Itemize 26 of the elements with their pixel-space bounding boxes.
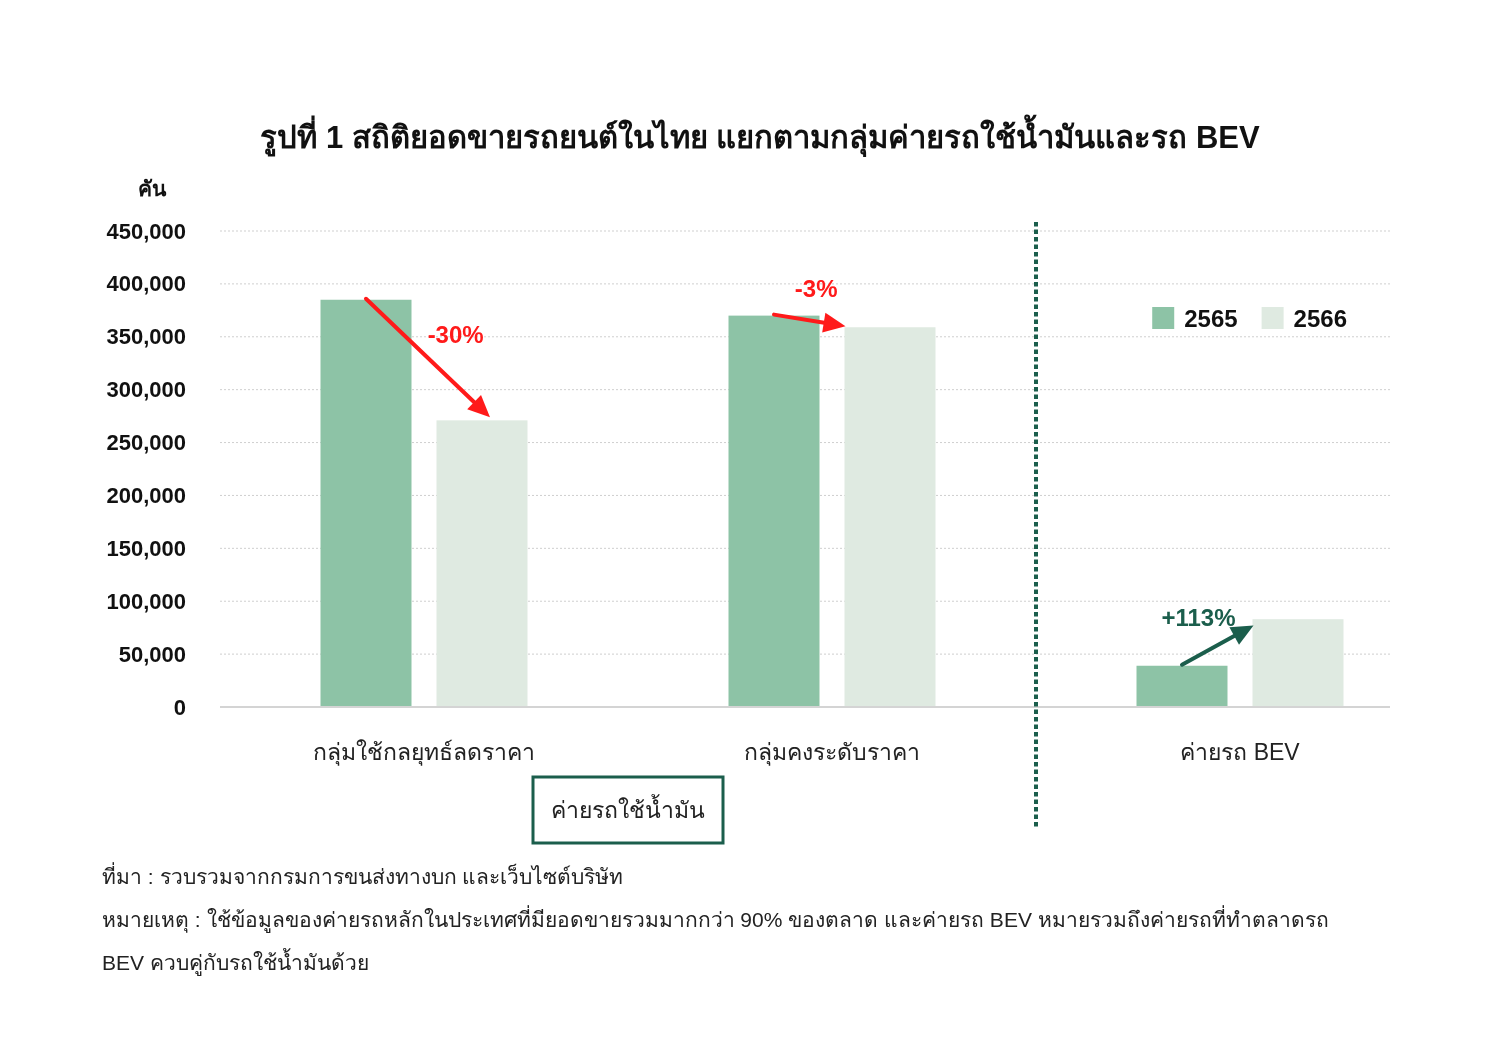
text: ที่มา : รวบรวมจากกรมการขนส่งทางบก และเว็บไซต์บริษัท xyxy=(102,861,624,888)
chart-title: รูปที่ 1 สถิติยอดขายรถยนต์ในไทย แยกตามกลุ่มค่ายรถใช้น้ำมันและรถ BEV xyxy=(260,113,1261,157)
y-tick-label: 400,000 xyxy=(106,271,186,297)
y-tick-label: 50,000 xyxy=(118,641,186,667)
annotation: -3% xyxy=(794,275,838,303)
bar xyxy=(844,327,936,707)
y-tick-label: 450,000 xyxy=(106,218,186,244)
y-tick-label: 0 xyxy=(173,694,186,720)
y-tick-label: 100,000 xyxy=(106,588,186,614)
y-tick-label: 300,000 xyxy=(106,377,186,403)
annotation: +113% xyxy=(1161,603,1236,631)
x-tick-label: ค่ายรถ BEV xyxy=(1180,739,1301,765)
annotation: -30% xyxy=(427,321,484,349)
text: ค่ายรถใช้น้ำมัน xyxy=(551,794,705,823)
y-tick-label: 250,000 xyxy=(106,430,186,456)
legend-label: 2566 xyxy=(1293,304,1347,332)
text: หมายเหตุ : ใช้ข้อมูลของค่ายรถหลักในประเทศที่มียอดขายรวมมากกว่า 90% ของตลาด และค่ายรถ BEV หมายรวมถึงค่ายรถที่ทำตลาดรถ BEV ควบคู่กับรถใช้น้ำมันด้วย xyxy=(102,904,1329,976)
bar xyxy=(436,420,528,707)
y-axis-title: คัน xyxy=(138,176,167,200)
x-tick-label: กลุ่มคงระดับราคา xyxy=(744,739,920,766)
y-tick-label: 150,000 xyxy=(106,535,186,561)
y-tick-label: 350,000 xyxy=(106,324,186,350)
legend-label: 2565 xyxy=(1184,304,1238,332)
bar xyxy=(1252,619,1344,707)
y-tick-label: 200,000 xyxy=(106,482,186,508)
x-tick-label: กลุ่มใช้กลยุทธ์ลดราคา xyxy=(313,739,535,766)
